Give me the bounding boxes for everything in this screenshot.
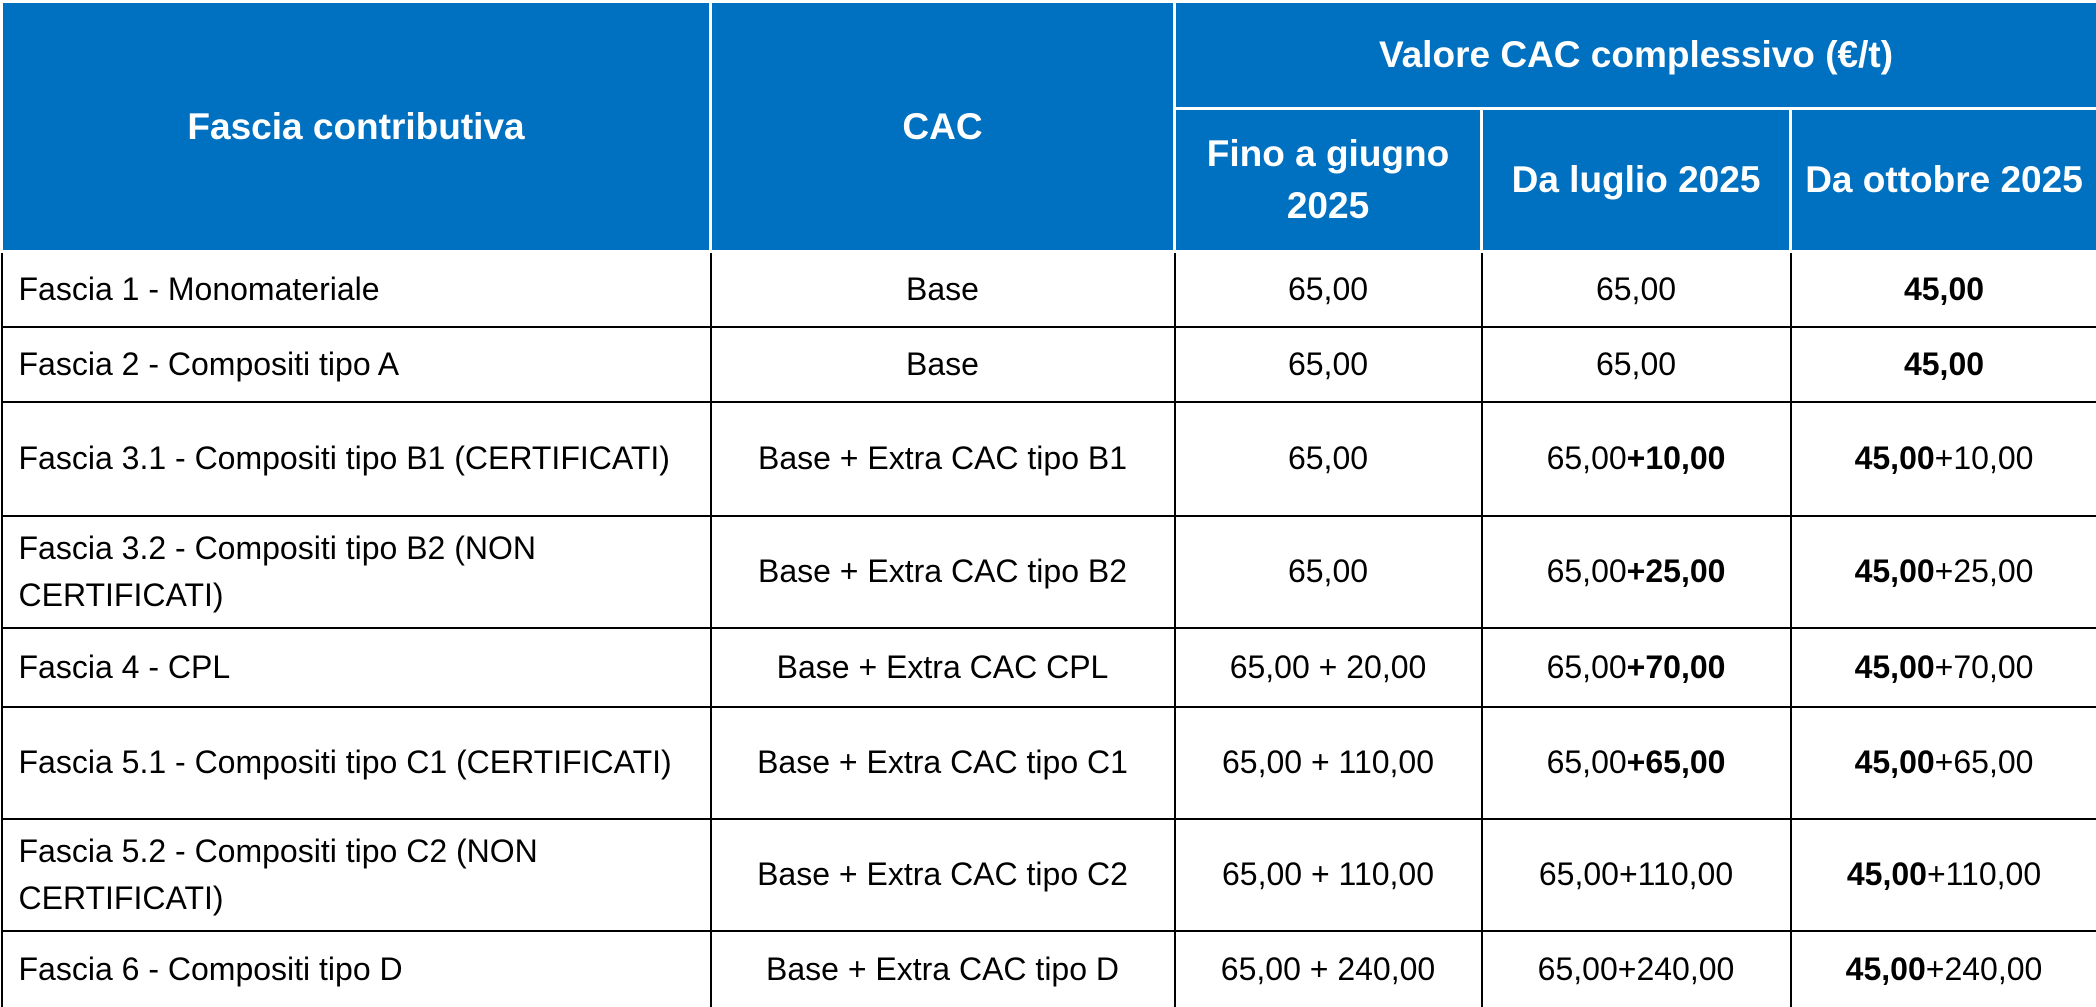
table-cell: Base + Extra CAC tipo C1 — [709, 705, 1176, 820]
bold-value: +25,00 — [1626, 553, 1726, 590]
table-cell: Fascia 2 - Compositi tipo A — [0, 325, 712, 403]
table-row: Fascia 3.2 - Compositi tipo B2 (NON CERT… — [0, 514, 2096, 629]
table-cell: 65,00+70,00 — [1480, 626, 1792, 708]
table-cell: Base + Extra CAC tipo B2 — [709, 514, 1176, 629]
bold-value: 45,00 — [1903, 271, 1985, 308]
bold-value: 45,00 — [1846, 856, 1927, 893]
table-cell: 45,00+10,00 — [1789, 400, 2096, 517]
value: 65,00 — [1546, 440, 1627, 477]
bold-value: 45,00 — [1845, 950, 1926, 987]
header-cell: Fascia contributiva — [0, 0, 712, 253]
table-cell: Base + Extra CAC tipo B1 — [709, 400, 1176, 517]
table-cell: 45,00+70,00 — [1789, 626, 2096, 708]
value: 65,00 — [1546, 744, 1627, 781]
table-cell: 65,00 + 20,00 — [1173, 626, 1483, 708]
table-cell: 65,00 — [1480, 250, 1792, 328]
table-cell: 65,00+65,00 — [1480, 705, 1792, 820]
bold-value: 45,00 — [1854, 553, 1935, 590]
table-cell: Fascia 5.2 - Compositi tipo C2 (NON CERT… — [0, 817, 712, 932]
value: 65,00 — [1546, 553, 1627, 590]
value: +65,00 — [1934, 744, 2034, 781]
table-cell: 45,00 — [1789, 325, 2096, 403]
table-cell: 65,00 — [1173, 400, 1483, 517]
table-cell: 45,00+65,00 — [1789, 705, 2096, 820]
table-cell: Fascia 5.1 - Compositi tipo C1 (CERTIFIC… — [0, 705, 712, 820]
table-cell: 65,00+110,00 — [1480, 817, 1792, 932]
table-cell: Base + Extra CAC CPL — [709, 626, 1176, 708]
table-cell: 65,00+10,00 — [1480, 400, 1792, 517]
header-group: Valore CAC complessivo (€/t) — [1173, 0, 2096, 110]
table-cell: 65,00 — [1173, 250, 1483, 328]
table-cell: 45,00+240,00 — [1789, 929, 2096, 1007]
table-cell: 65,00 + 110,00 — [1173, 817, 1483, 932]
value: +240,00 — [1925, 950, 2043, 987]
header-cell: CAC — [709, 0, 1176, 253]
table-row: Fascia 6 - Compositi tipo D Base + Extra … — [0, 929, 2096, 1007]
table-cell: 65,00+240,00 — [1480, 929, 1792, 1007]
table-row: Fascia 5.1 - Compositi tipo C1 (CERTIFIC… — [0, 705, 2096, 820]
value: +110,00 — [1926, 856, 2042, 893]
table-cell: Base + Extra CAC tipo D — [709, 929, 1176, 1007]
table-cell: Fascia 4 - CPL — [0, 626, 712, 708]
table-cell: Fascia 3.2 - Compositi tipo B2 (NON CERT… — [0, 514, 712, 629]
table-cell: 65,00 — [1173, 325, 1483, 403]
bold-value: 45,00 — [1854, 648, 1935, 685]
table-cell: 65,00+25,00 — [1480, 514, 1792, 629]
table-row: Fascia 1 - Monomateriale Base 65,00 65,00 45… — [0, 250, 2096, 328]
table-cell: Base — [709, 250, 1176, 328]
bold-value: +65,00 — [1626, 744, 1726, 781]
bold-value: +10,00 — [1626, 440, 1726, 477]
value: +10,00 — [1934, 440, 2034, 477]
value: 65,00 — [1546, 648, 1627, 685]
table-row: Fascia 2 - Compositi tipo A Base 65,00 65,0… — [0, 325, 2096, 403]
table-cell: Base — [709, 325, 1176, 403]
table-cell: 45,00+110,00 — [1789, 817, 2096, 932]
value: +70,00 — [1934, 648, 2034, 685]
period-header: Da ottobre 2025 — [1789, 107, 2096, 253]
period-header: Da luglio 2025 — [1480, 107, 1792, 253]
table-cell: 45,00 — [1789, 250, 2096, 328]
table-cell: 65,00 — [1173, 514, 1483, 629]
table-cell: 65,00 + 110,00 — [1173, 705, 1483, 820]
table-cell: Fascia 3.1 - Compositi tipo B1 (CERTIFIC… — [0, 400, 712, 517]
table-cell: 65,00 — [1480, 325, 1792, 403]
table-cell: 45,00+25,00 — [1789, 514, 2096, 629]
bold-value: 45,00 — [1903, 345, 1985, 382]
table-row: Fascia 5.2 - Compositi tipo C2 (NON CERT… — [0, 817, 2096, 932]
period-header: Fino a giugno 2025 — [1173, 107, 1483, 253]
bold-value: 45,00 — [1854, 440, 1935, 477]
table-cell: Base + Extra CAC tipo C2 — [709, 817, 1176, 932]
table-row: Fascia 3.1 - Compositi tipo B1 (CERTIFIC… — [0, 400, 2096, 517]
bold-value: 45,00 — [1854, 744, 1935, 781]
table-cell: Fascia 1 - Monomateriale — [0, 250, 712, 328]
table-row: Fascia 4 - CPL Base + Extra CAC CPL 65,00 … — [0, 626, 2096, 708]
value: +25,00 — [1934, 553, 2034, 590]
bold-value: +70,00 — [1626, 648, 1726, 685]
table-cell: 65,00 + 240,00 — [1173, 929, 1483, 1007]
table-cell: Fascia 6 - Compositi tipo D — [0, 929, 712, 1007]
